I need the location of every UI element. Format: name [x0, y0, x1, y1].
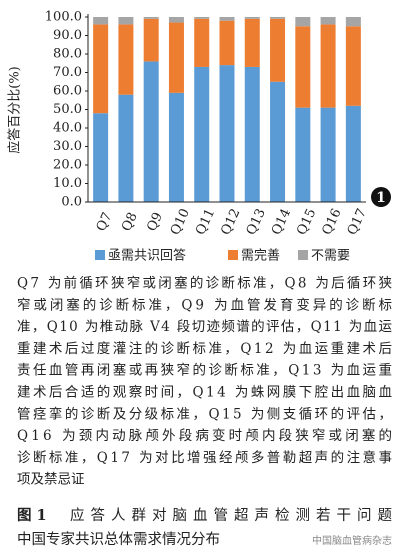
legend-label: 不需要 [311, 249, 350, 264]
bar-segment [143, 18, 159, 62]
note-line: Q16 为颈内动脉颅外段病变时颅内段狭窄或闭塞的 [17, 427, 392, 444]
y-tick-label: 90.0 [53, 28, 82, 43]
bar-segment [93, 24, 109, 114]
x-tick-label: Q12 [218, 207, 243, 238]
bar-segment [194, 18, 210, 67]
legend-swatch [95, 250, 105, 260]
bar-segment [118, 94, 134, 202]
bar-segment [194, 17, 210, 19]
note-line: 窄或闭塞的诊断标准，Q9 为血管发育变异的诊断标 [17, 296, 392, 313]
note-line: 项及禁忌证 [17, 472, 85, 488]
y-tick-label: 100.0 [45, 10, 82, 25]
bar-segment [320, 24, 336, 108]
x-tick-label: Q13 [244, 207, 269, 238]
bar-segment [93, 17, 109, 25]
y-tick-label: 70.0 [53, 65, 82, 80]
bar-segment [194, 66, 210, 202]
bar-segment [270, 18, 286, 82]
x-tick-label: Q17 [345, 207, 370, 238]
bar-segment [219, 65, 235, 202]
x-tick-label: Q15 [294, 207, 319, 238]
bar-segment [345, 105, 361, 202]
y-tick-label: 60.0 [53, 84, 82, 99]
x-tick-label: Q7 [94, 210, 116, 234]
bar-segment [244, 18, 260, 67]
watermark: 中国脑血管病杂志 [312, 534, 392, 547]
y-tick-label: 40.0 [53, 121, 82, 136]
note-line: 准，Q10 为椎动脉 V4 段切迹频谱的评估，Q11 为血运 [17, 319, 393, 335]
y-tick-label: 30.0 [53, 139, 82, 154]
bar-segment [295, 107, 311, 202]
bar-segment [295, 17, 311, 27]
bar-segment [345, 26, 361, 106]
badge [371, 187, 391, 207]
legend-swatch [228, 250, 238, 260]
note-line: 管痉挛的诊断及分级标准，Q15 为侧支循环的评估， [17, 405, 392, 422]
note-line: 建术后合适的观察时间，Q14 为蛛网膜下腔出血脑血 [17, 384, 392, 401]
figure-caption: 中国专家共识总体需求情况分布 [17, 531, 220, 548]
bar-segment [219, 20, 235, 66]
x-tick-label: Q9 [144, 210, 166, 234]
y-tick-label: 20.0 [53, 158, 82, 173]
y-tick-label: 80.0 [53, 47, 82, 62]
bar-segment [270, 81, 286, 202]
note-line: Q7 为前循环狭窄或闭塞的诊断标准，Q8 为后循环狭 [17, 275, 393, 292]
y-tick-label: 10.0 [53, 176, 82, 191]
legend-label: 需完善 [241, 248, 280, 264]
legend-swatch [298, 250, 308, 260]
note-line: 责任血管再闭塞或再狭窄的诊断标准，Q13 为血运重 [17, 362, 392, 379]
note-line: 重建术后过度灌注的诊断标准，Q12 为血运重建术后 [17, 341, 392, 357]
figure-label: 图 1 [17, 507, 47, 524]
x-tick-label: Q8 [119, 210, 141, 234]
bar-segment [168, 22, 184, 93]
bar-segment [244, 66, 260, 202]
x-tick-label: Q11 [193, 207, 218, 238]
bar-segment [143, 61, 159, 203]
bar-segment [168, 92, 184, 202]
bar-segment [118, 17, 134, 25]
bar-segment [320, 107, 336, 202]
bar-segment [168, 17, 184, 23]
badge-text: 1 [376, 190, 386, 206]
y-tick-label: 0.0 [61, 195, 82, 210]
legend-label: 亟需共识回答 [108, 248, 186, 264]
note-line: 诊断标准，Q17 为对比增强经颅多普勒超声的注意事 [17, 449, 392, 466]
y-axis-label: 应答百分比(%) [7, 66, 23, 154]
figure-caption: 应答人群对脑血管超声检测若干问题 [70, 506, 392, 524]
bar-segment [320, 17, 336, 25]
x-tick-label: Q14 [269, 207, 294, 238]
bar-segment [295, 26, 311, 108]
bar-segment [270, 17, 286, 19]
bar-segment [345, 17, 361, 27]
x-tick-label: Q16 [320, 207, 345, 238]
x-tick-label: Q10 [168, 207, 193, 238]
y-tick-label: 50.0 [53, 102, 82, 117]
bar-segment [93, 113, 109, 202]
bar-segment [118, 24, 134, 95]
bar-segment [219, 17, 235, 21]
bar-segment [244, 17, 260, 19]
bar-segment [143, 17, 159, 19]
